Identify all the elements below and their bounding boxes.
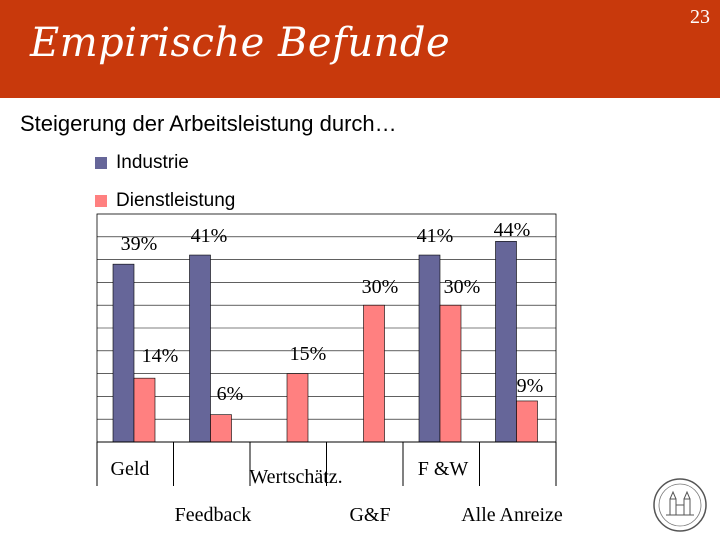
bar-dienstleistung [439,304,462,443]
legend-label-industrie: Industrie [116,152,189,173]
legend-item-dienstleistung: Dienstleistung [95,190,235,212]
data-label-dienstleistung: 30% [362,276,399,298]
bar-dienstleistung [133,377,156,443]
data-label-industrie: 41% [191,225,228,247]
category-label: G&F [349,504,390,526]
category-label: Geld [111,458,150,480]
data-label-dienstleistung: 9% [517,375,544,397]
category-label: Wertschätz. [249,466,342,488]
legend-swatch-dienstleistung [95,195,107,207]
bar-dienstleistung [210,414,232,443]
bar-industrie [189,254,211,443]
university-seal-logo [653,478,707,532]
legend-swatch-industrie [95,157,107,169]
category-label: F &W [418,458,469,480]
data-label-dienstleistung: 14% [142,345,179,367]
bar-dienstleistung [286,373,309,443]
bar-dienstleistung [363,304,385,443]
legend-label-dienstleistung: Dienstleistung [116,190,236,211]
data-label-industrie: 44% [494,219,531,241]
data-label-dienstleistung: 6% [217,383,244,405]
category-label: Alle Anreize [461,504,563,526]
data-label-industrie: 39% [121,233,158,255]
bar-dienstleistung [516,400,538,443]
slide-title: Empirische Befunde [30,20,451,66]
category-label: Feedback [175,504,252,526]
data-label-industrie: 41% [417,225,454,247]
slide-subtitle: Steigerung der Arbeitsleistung durch… [20,111,397,136]
title-bar: Empirische Befunde 23 [0,0,720,98]
legend-item-industrie: Industrie [95,152,189,174]
bar-industrie [418,254,441,443]
bar-industrie [495,241,517,443]
page-number: 23 [690,6,710,28]
data-label-dienstleistung: 30% [444,276,481,298]
bar-industrie [112,263,135,443]
data-label-dienstleistung: 15% [290,343,327,365]
